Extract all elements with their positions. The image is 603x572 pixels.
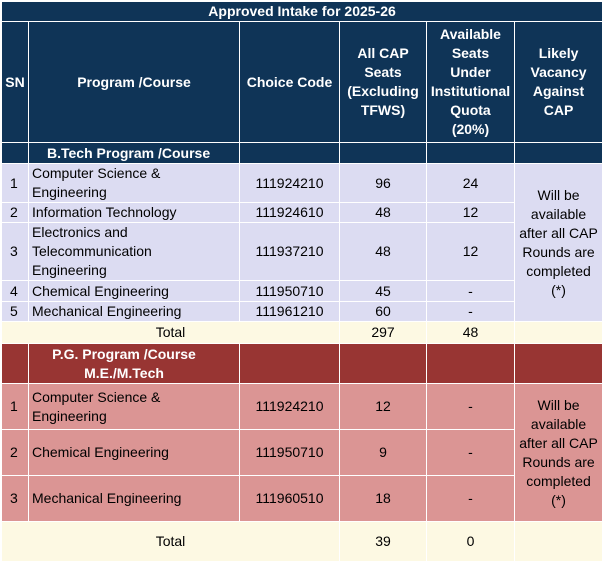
pg-section-blank [339, 343, 427, 384]
row-choice-code: 111937210 [239, 222, 340, 281]
table-row: 1 Computer Science & Engineering 1119242… [1, 163, 603, 322]
btech-total-blank [513, 321, 603, 344]
btech-total-inst: 48 [426, 321, 515, 344]
table-title: Approved Intake for 2025-26 [0, 1, 603, 22]
btech-section-label: B.Tech Program /Course [28, 142, 240, 164]
row-sn: 4 [1, 280, 29, 302]
row-institutional-quota: - [426, 383, 515, 430]
row-program: Computer Science & Engineering [28, 163, 240, 203]
pg-total-cap: 39 [339, 521, 427, 562]
pg-section-blank [513, 343, 603, 384]
header-cap-seats: All CAP Seats (Excluding TFWS) [339, 21, 427, 143]
row-institutional-quota: - [426, 280, 515, 302]
table-row: 1 Computer Science & Engineering 1119242… [1, 383, 603, 522]
row-cap-seats: 9 [339, 429, 427, 476]
row-choice-code: 111961210 [239, 301, 340, 322]
row-program: Chemical Engineering [28, 429, 240, 476]
pg-vacancy-note: Will be available after all CAP Rounds a… [513, 383, 603, 522]
row-institutional-quota: 12 [426, 222, 515, 281]
row-cap-seats: 18 [339, 475, 427, 522]
row-institutional-quota: - [426, 301, 515, 322]
row-sn: 3 [1, 222, 29, 281]
table-row: 2 Information Technology 111924610 48 12 [1, 202, 603, 223]
row-choice-code: 111960510 [239, 475, 340, 522]
pg-total-row: Total 39 0 [1, 521, 603, 562]
row-sn: 1 [1, 383, 29, 430]
header-program: Program /Course [28, 21, 240, 143]
row-sn: 5 [1, 301, 29, 322]
btech-section-blank [513, 142, 603, 164]
row-program: Information Technology [28, 202, 240, 223]
pg-section-blank [426, 343, 515, 384]
row-institutional-quota: - [426, 475, 515, 522]
row-sn: 1 [1, 163, 29, 203]
pg-total-inst: 0 [426, 521, 515, 562]
row-cap-seats: 45 [339, 280, 427, 302]
row-institutional-quota: - [426, 429, 515, 476]
row-cap-seats: 60 [339, 301, 427, 322]
pg-section-label: P.G. Program /Course M.E./M.Tech [28, 343, 240, 384]
row-program: Mechanical Engineering [28, 301, 240, 322]
row-cap-seats: 96 [339, 163, 427, 203]
row-program: Chemical Engineering [28, 280, 240, 302]
row-choice-code: 111924210 [239, 163, 340, 203]
pg-section-blank [239, 343, 340, 384]
row-sn: 2 [1, 202, 29, 223]
row-institutional-quota: 12 [426, 202, 515, 223]
btech-section-blank [239, 142, 340, 164]
btech-section-blank [339, 142, 427, 164]
table-row: 3 Mechanical Engineering 111960510 18 - [1, 475, 603, 522]
row-choice-code: 111950710 [239, 429, 340, 476]
header-likely-vacancy: Likely Vacancy Against CAP [513, 21, 603, 143]
btech-vacancy-note: Will be available after all CAP Rounds a… [513, 163, 603, 322]
btech-total-row: Total 297 48 [1, 321, 603, 344]
row-cap-seats: 48 [339, 222, 427, 281]
row-program: Computer Science & Engineering [28, 383, 240, 430]
btech-section-blank-sn [1, 142, 29, 164]
btech-total-label: Total [1, 321, 340, 344]
row-cap-seats: 12 [339, 383, 427, 430]
row-program: Mechanical Engineering [28, 475, 240, 522]
row-program: Electronics and Telecommunication Engine… [28, 222, 240, 281]
pg-total-blank [513, 521, 603, 562]
pg-total-label: Total [1, 521, 340, 562]
btech-total-cap: 297 [339, 321, 427, 344]
btech-section-blank [426, 142, 515, 164]
table-row: 5 Mechanical Engineering 111961210 60 - [1, 301, 603, 322]
table-row: 3 Electronics and Telecommunication Engi… [1, 222, 603, 281]
row-cap-seats: 48 [339, 202, 427, 223]
header-choice-code: Choice Code [239, 21, 340, 143]
row-choice-code: 111950710 [239, 280, 340, 302]
table-row: 2 Chemical Engineering 111950710 9 - [1, 429, 603, 476]
table-row: 4 Chemical Engineering 111950710 45 - [1, 280, 603, 302]
header-institutional-quota: Available Seats Under Institutional Quot… [426, 21, 515, 143]
row-sn: 3 [1, 475, 29, 522]
header-sn: SN [1, 21, 29, 143]
row-choice-code: 111924210 [239, 383, 340, 430]
pg-section-blank-sn [1, 343, 29, 384]
row-sn: 2 [1, 429, 29, 476]
row-institutional-quota: 24 [426, 163, 515, 203]
row-choice-code: 111924610 [239, 202, 340, 223]
